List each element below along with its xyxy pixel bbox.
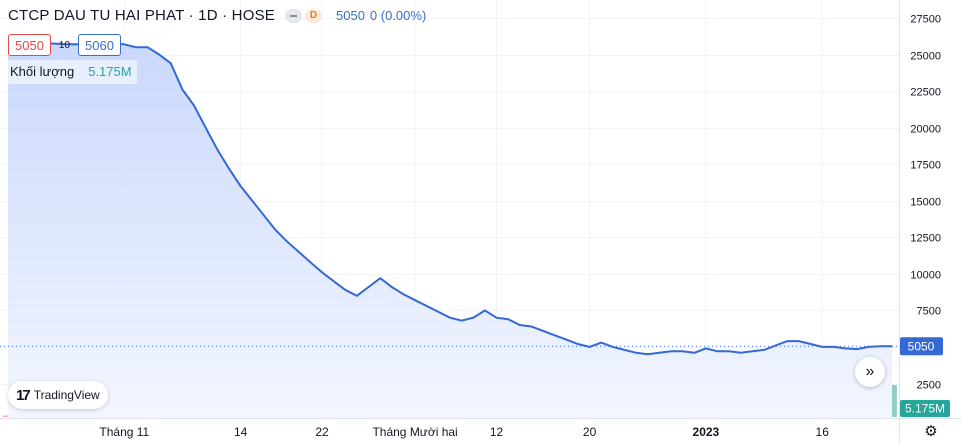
last-volume-label: 5.175M bbox=[900, 400, 950, 417]
time-tick-label: 14 bbox=[234, 425, 248, 439]
tradingview-logo-icon: 17 bbox=[16, 386, 31, 404]
symbol-legend: CTCP DAU TU HAI PHAT · 1D · HOSE D 5050 … bbox=[8, 7, 426, 24]
last-price-value: 5050 bbox=[336, 8, 365, 23]
price-tick-label: 22500 bbox=[910, 87, 941, 99]
time-tick-label: 22 bbox=[315, 425, 329, 439]
price-axis[interactable]: 2500500075001000012500150001750020000225… bbox=[910, 14, 941, 392]
last-volume-tag-bg bbox=[900, 400, 950, 417]
symbol-title[interactable]: CTCP DAU TU HAI PHAT · 1D · HOSE bbox=[8, 7, 275, 24]
chart-settings-gear-icon[interactable]: ⚙ bbox=[924, 423, 938, 440]
double-chevron-right-icon: » bbox=[865, 363, 875, 380]
open-value-tag: 5050 bbox=[8, 34, 51, 56]
price-change: 0 (0.00%) bbox=[369, 8, 427, 23]
brand-name: TradingView bbox=[33, 388, 100, 402]
price-tick-label: 17500 bbox=[910, 160, 941, 172]
scroll-to-realtime-button[interactable]: » bbox=[855, 357, 885, 387]
time-tick-label: 12 bbox=[490, 425, 504, 439]
price-tick-label: 7500 bbox=[917, 306, 941, 318]
time-tick-label: 16 bbox=[816, 425, 830, 439]
price-area-fill bbox=[8, 39, 892, 419]
delayed-data-badge[interactable]: D bbox=[305, 8, 322, 23]
price-tick-label: 27500 bbox=[910, 14, 941, 26]
price-tick-label: 15000 bbox=[910, 197, 941, 209]
volume-legend[interactable]: Khối lượng 5.175M bbox=[4, 60, 137, 84]
time-tick-label: 20 bbox=[583, 425, 597, 439]
volume-value: 5.175M bbox=[88, 64, 132, 79]
last-volume-tag-text: 5.175M bbox=[905, 402, 945, 416]
price-tick-label: 12500 bbox=[910, 233, 941, 245]
indicator-legend: 5050 10 5060 bbox=[8, 34, 121, 56]
price-tick-label: 10000 bbox=[910, 270, 941, 282]
tradingview-logo[interactable]: 17 TradingView bbox=[8, 381, 108, 409]
price-tick-label: 2500 bbox=[917, 380, 941, 392]
price-tick-label: 25000 bbox=[910, 51, 941, 63]
last-price-tag-text: 5050 bbox=[908, 340, 935, 354]
time-tick-label: 2023 bbox=[693, 425, 720, 439]
close-value-tag: 5060 bbox=[78, 34, 121, 56]
last-price-label: 5050 bbox=[900, 337, 943, 356]
time-axis[interactable]: Tháng 11 14 22 Tháng Mười hai 12 20 2023 16 bbox=[99, 425, 829, 439]
time-tick-label: Tháng Mười hai bbox=[372, 425, 457, 439]
market-status-icon[interactable] bbox=[285, 8, 302, 23]
time-tick-label: Tháng 11 bbox=[99, 425, 149, 439]
last-price-tag-bg bbox=[900, 337, 943, 356]
interval-value: 10 bbox=[58, 39, 71, 51]
price-tick-label: 20000 bbox=[910, 124, 941, 136]
volume-label: Khối lượng bbox=[10, 64, 75, 79]
price-line bbox=[7, 38, 892, 356]
